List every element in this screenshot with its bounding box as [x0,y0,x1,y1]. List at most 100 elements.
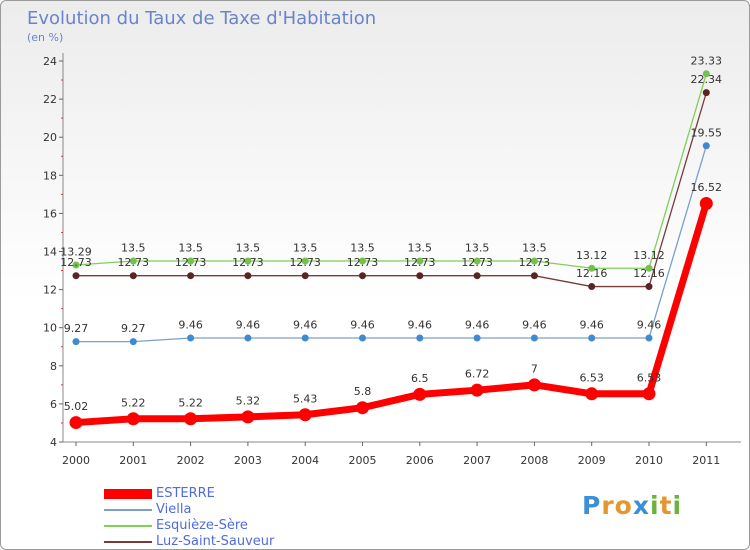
data-label: 13.5 [121,242,146,255]
y-tick-label: 8 [50,360,57,373]
data-point [126,412,140,426]
legend-label: ESTERRE [156,486,215,501]
data-label: 9.27 [64,322,89,335]
y-tick-label: 10 [43,322,57,335]
data-point [301,272,309,280]
data-label: 12.73 [289,256,321,269]
data-label: 12.73 [461,256,493,269]
data-label: 12.16 [576,267,608,280]
x-tick-label: 2004 [291,454,319,467]
data-point [585,387,599,401]
data-label: 9.46 [408,318,433,331]
data-label: 13.5 [293,242,318,255]
data-point [473,334,481,342]
data-label: 13.5 [522,242,547,255]
data-point [359,257,366,265]
data-point [129,257,137,265]
data-label: 12.73 [404,256,436,269]
data-label: 13.12 [576,249,608,262]
data-label: 13.5 [350,242,375,255]
x-tick-label: 2009 [578,454,606,467]
data-point [356,401,369,415]
data-label: 6.53 [579,371,604,384]
y-tick-label: 14 [43,246,57,259]
data-point [187,334,195,342]
y-tick-label: 20 [43,131,57,144]
x-tick-label: 2006 [406,454,434,467]
logo-letter: i [650,491,660,520]
y-tick-label: 12 [43,284,57,297]
logo-letter: o [614,491,633,520]
y-tick-label: 4 [50,436,57,449]
data-label: 6.5 [411,372,429,385]
data-label: 19.55 [691,126,723,139]
data-label: 9.46 [637,318,662,331]
proxiti-logo: Proxiti [582,491,682,520]
data-point [470,383,484,397]
x-tick-label: 2002 [177,454,205,467]
data-point [359,272,366,280]
data-point [699,196,713,210]
x-tick-label: 2011 [692,454,720,467]
data-point [645,264,653,272]
data-point [69,416,83,430]
data-label: 13.5 [236,242,261,255]
data-label: 5.02 [64,400,89,413]
x-tick-label: 2001 [119,454,147,467]
data-label: 12.73 [347,256,379,269]
data-label: 12.73 [60,256,92,269]
legend-swatch [104,525,152,527]
data-point [473,257,481,265]
legend-label: Luz-Saint-Sauveur [156,534,275,549]
data-point [413,387,427,401]
legend-label: Viella [156,502,192,517]
y-tick-label: 18 [43,169,57,182]
data-label: 9.46 [293,318,318,331]
x-tick-label: 2010 [635,454,663,467]
data-point [645,283,653,291]
data-point [241,410,255,424]
data-point [530,272,538,280]
data-point [72,338,80,346]
y-tick-label: 24 [43,55,57,68]
x-tick-label: 2003 [234,454,262,467]
data-label: 9.27 [121,322,146,335]
data-point [416,272,424,280]
data-point [642,387,656,401]
data-point [588,283,596,291]
data-label: 5.32 [236,394,261,407]
data-label: 13.29 [60,246,92,259]
series-line [75,145,707,343]
data-label: 5.8 [354,385,372,398]
y-tick-label: 16 [43,207,57,220]
data-point [184,412,198,426]
data-point [301,257,309,265]
data-point [702,70,710,78]
data-point [359,334,366,342]
y-tick-label: 6 [50,398,57,411]
data-point [301,334,309,342]
data-point [588,334,596,342]
data-point [473,272,481,280]
data-label: 13.5 [178,242,203,255]
data-label: 12.16 [633,267,665,280]
data-point [129,338,137,346]
data-point [187,257,195,265]
data-point [298,408,312,422]
data-point [702,89,710,97]
data-point [416,334,424,342]
series-line [72,199,710,427]
logo-letter: P [582,491,602,520]
data-point [244,257,252,265]
logo-letter: x [632,491,650,520]
data-label: 5.22 [178,396,203,409]
data-label: 12.73 [118,256,150,269]
data-point [187,272,195,280]
data-label: 13.5 [408,242,433,255]
data-point [645,334,653,342]
data-point [244,334,252,342]
legend-swatch [104,541,152,543]
data-label: 9.46 [236,318,261,331]
